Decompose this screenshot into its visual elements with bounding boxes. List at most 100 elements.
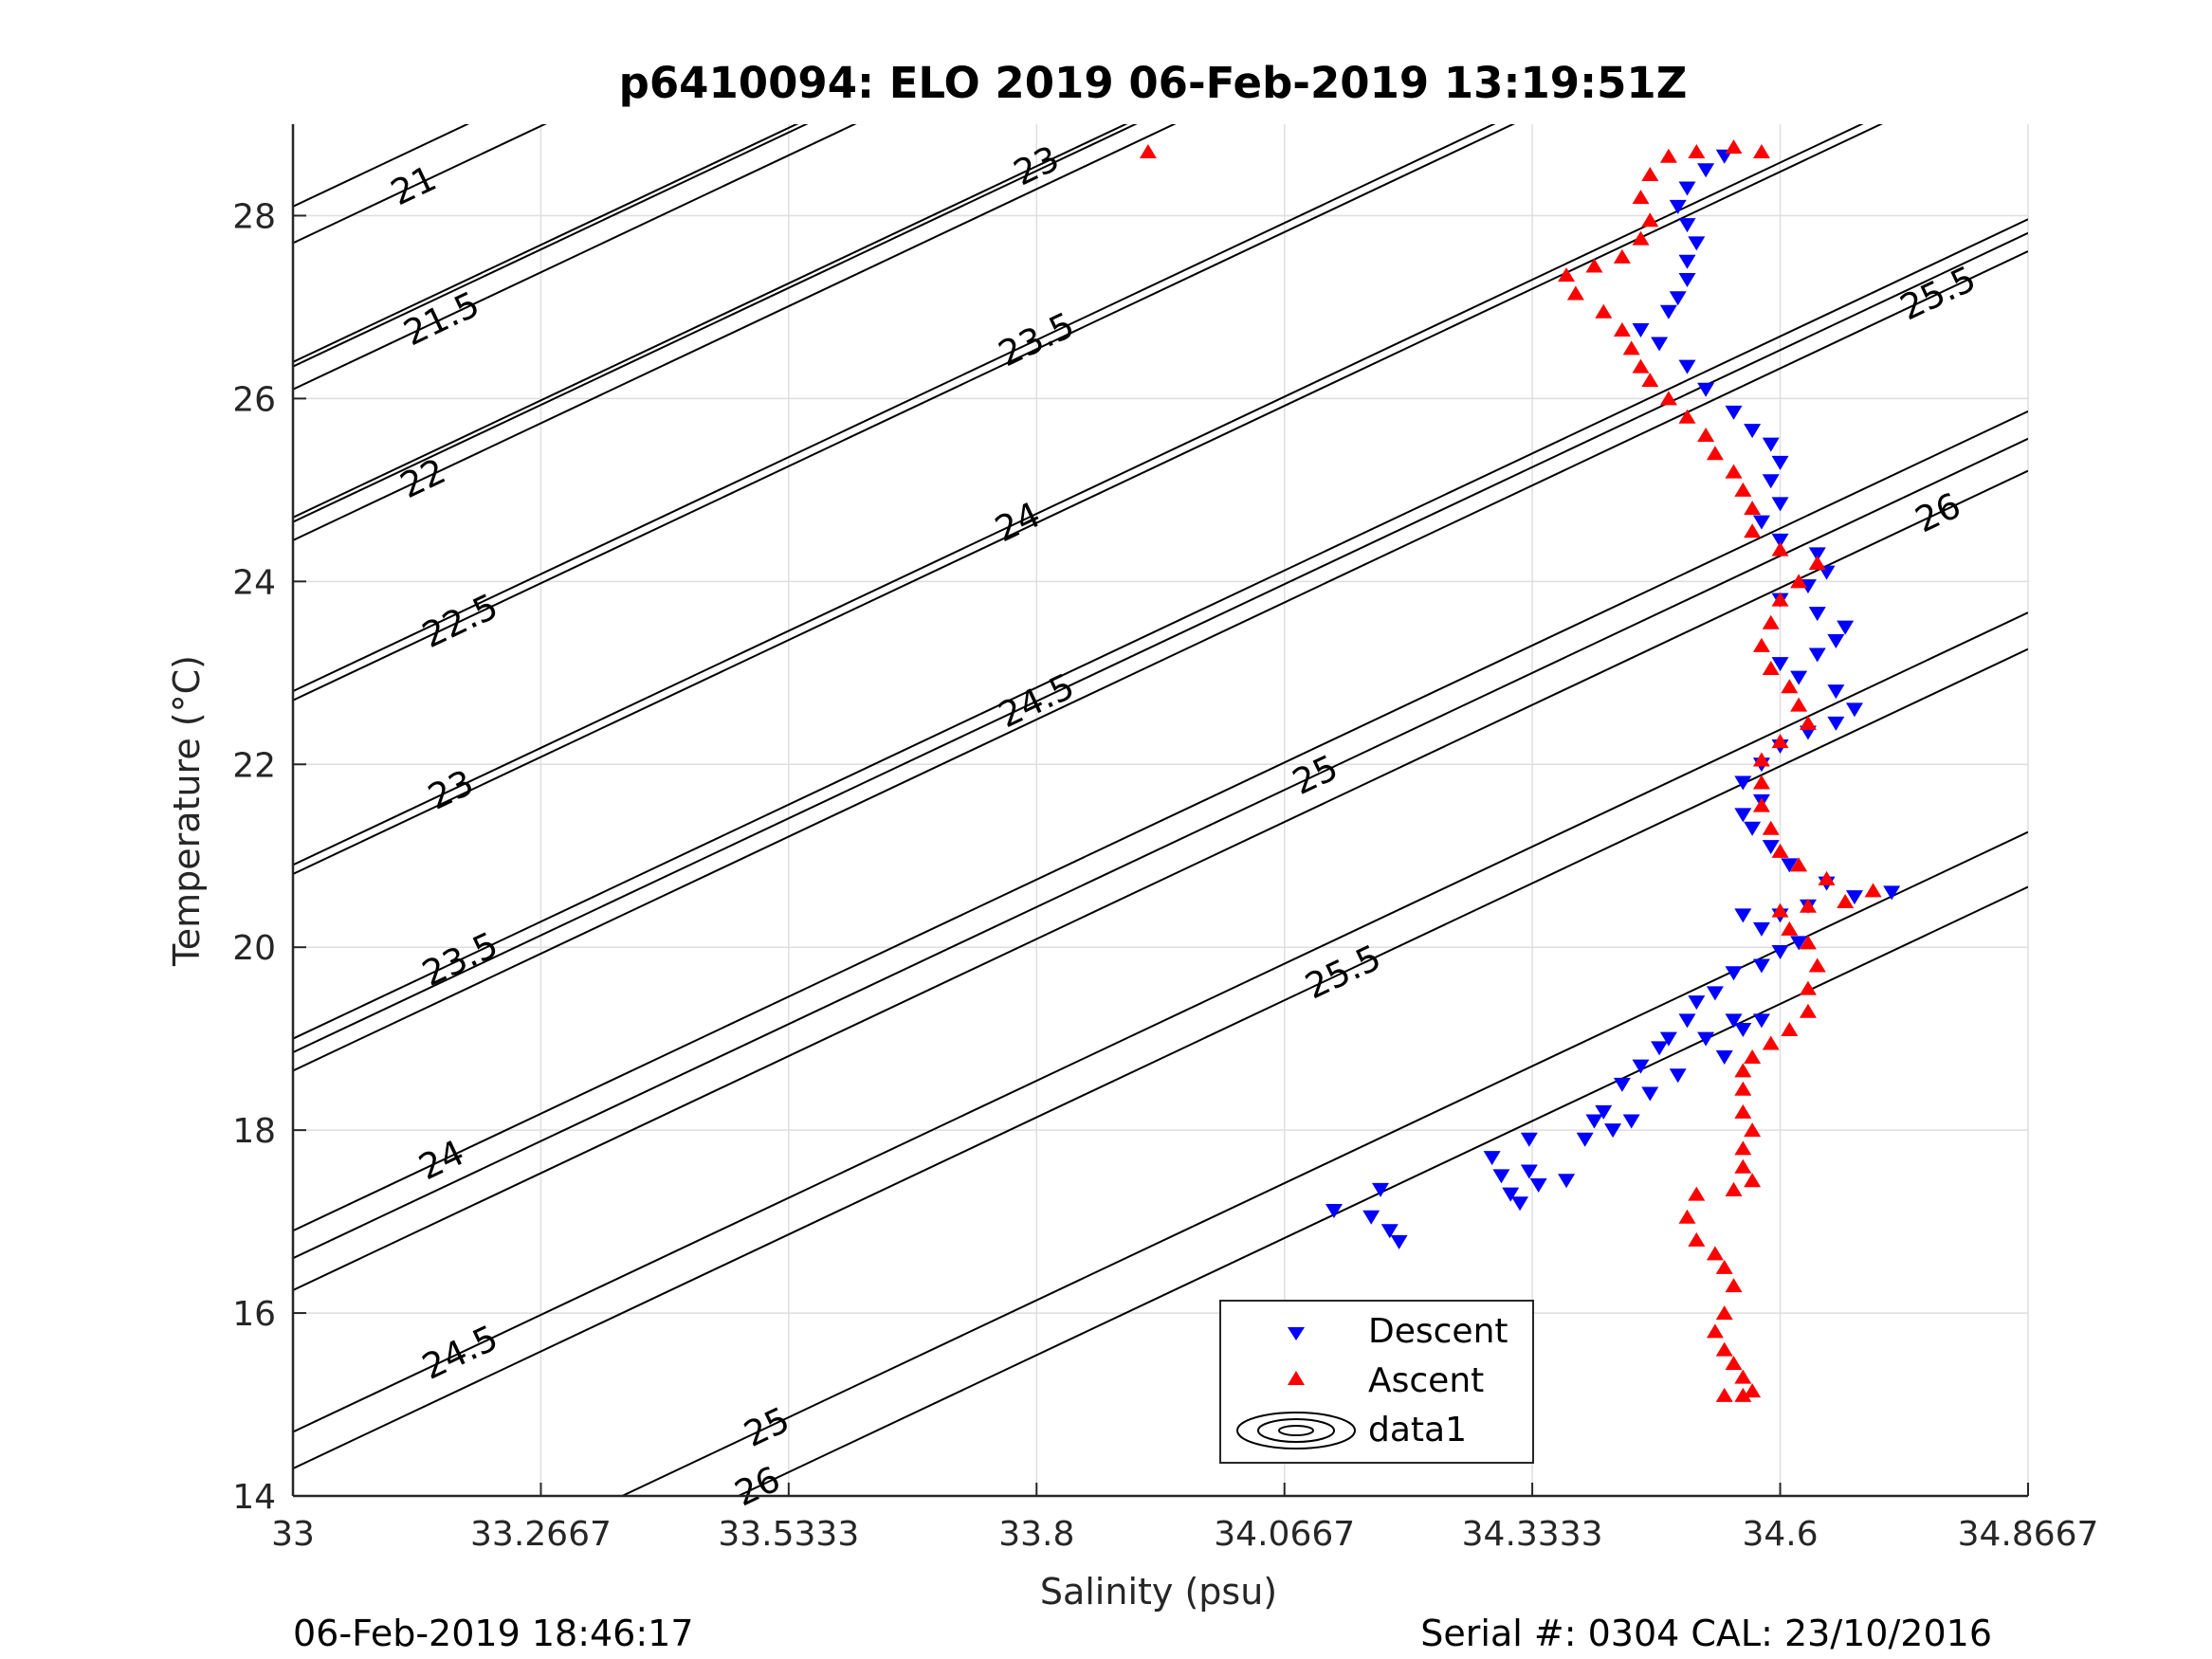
descent-point xyxy=(1390,1234,1408,1249)
ascent-point xyxy=(1734,1387,1752,1402)
grid-lines xyxy=(292,124,2029,1497)
ascent-point xyxy=(1781,679,1799,694)
ascent-point xyxy=(1752,752,1770,767)
ascent-point xyxy=(1688,143,1706,158)
ascent-point xyxy=(1632,190,1650,205)
descent-point xyxy=(1622,1114,1640,1129)
descent-point xyxy=(1715,1049,1733,1065)
descent-point xyxy=(1595,1104,1613,1120)
descent-point xyxy=(1651,337,1669,352)
descent-point xyxy=(1585,1114,1603,1129)
descent-point xyxy=(1529,1178,1547,1194)
density-contour-label: 22 xyxy=(394,450,452,506)
y-tick-label: 14 xyxy=(232,1478,276,1517)
descent-point xyxy=(1725,405,1743,420)
ascent-point xyxy=(1139,143,1157,158)
ascent-point xyxy=(1678,409,1696,424)
density-contour-line xyxy=(293,647,2028,1469)
series-ascent xyxy=(1139,139,1882,1402)
descent-point xyxy=(1771,945,1789,960)
density-contour-labels: 2121.52222.5232323.523.5242424.524.52525… xyxy=(385,137,1983,1514)
ascent-point xyxy=(1641,212,1659,228)
ascent-point xyxy=(1706,446,1724,461)
descent-point xyxy=(1771,455,1789,470)
ascent-point xyxy=(1734,482,1752,497)
ascent-point xyxy=(1799,980,1817,995)
descent-point xyxy=(1837,620,1855,635)
ascent-point xyxy=(1725,1181,1743,1196)
descent-point xyxy=(1827,684,1845,700)
legend-marker-data1 xyxy=(1236,1412,1356,1449)
ascent-point xyxy=(1752,637,1770,652)
ascent-point xyxy=(1744,501,1762,516)
density-contour-line xyxy=(293,124,1138,523)
y-tick-label: 20 xyxy=(232,929,276,968)
ascent-point xyxy=(1744,1173,1762,1188)
ascent-point xyxy=(1595,303,1613,319)
descent-point xyxy=(1808,647,1826,663)
ascent-point xyxy=(1771,734,1789,749)
ascent-point xyxy=(1734,1081,1752,1096)
ascent-point xyxy=(1715,1305,1733,1321)
ascent-point xyxy=(1566,285,1584,301)
y-tick-label: 24 xyxy=(232,563,276,602)
ascent-point xyxy=(1837,893,1855,908)
density-contour-label: 21.5 xyxy=(397,283,485,354)
ascent-point xyxy=(1744,1122,1762,1138)
descent-point xyxy=(1688,236,1706,251)
descent-point xyxy=(1483,1151,1501,1166)
density-contour-line xyxy=(293,124,799,363)
density-contour-label: 24 xyxy=(412,1132,470,1188)
density-contour-line xyxy=(293,124,1516,702)
density-contour-label: 21 xyxy=(385,157,443,213)
ascent-point xyxy=(1790,697,1808,712)
ascent-point xyxy=(1799,1003,1817,1018)
ascent-point xyxy=(1771,843,1789,858)
descent-point xyxy=(1325,1204,1343,1219)
descent-point xyxy=(1808,547,1826,562)
ascent-point xyxy=(1864,883,1882,898)
density-contour-label: 26 xyxy=(728,1458,786,1514)
ascent-point xyxy=(1613,248,1631,264)
ascent-point xyxy=(1744,1383,1762,1398)
ascent-point xyxy=(1734,1369,1752,1384)
density-contour-line xyxy=(293,0,2028,60)
y-tick-label: 22 xyxy=(232,746,276,785)
descent-point xyxy=(1790,670,1808,685)
density-contour-label: 23 xyxy=(1008,137,1066,193)
density-contour-line xyxy=(293,250,2028,1072)
descent-point xyxy=(1734,1023,1752,1038)
descent-point xyxy=(1632,1059,1650,1074)
density-contour-line xyxy=(293,469,2028,1291)
descent-point xyxy=(1762,437,1780,452)
ascent-point xyxy=(1688,1186,1706,1201)
ascent-point xyxy=(1706,1323,1724,1339)
y-axis-label: Temperature (°C) xyxy=(166,655,208,967)
density-contour-label: 25 xyxy=(1287,747,1344,803)
ascent-point xyxy=(1688,1231,1706,1247)
descent-point xyxy=(1808,607,1826,622)
descent-point xyxy=(1744,424,1762,439)
descent-point xyxy=(1678,254,1696,269)
density-contour-line xyxy=(293,124,1128,519)
ascent-point xyxy=(1771,541,1789,556)
descent-point xyxy=(1790,936,1808,951)
chart-title: p6410094: ELO 2019 06-Feb-2019 13:19:51Z xyxy=(619,58,1688,108)
x-tick-label: 34.3333 xyxy=(1462,1515,1603,1554)
density-contour-line xyxy=(293,124,547,245)
descent-point xyxy=(1688,995,1706,1011)
ascent-point xyxy=(1697,427,1715,442)
descent-point xyxy=(1883,885,1901,901)
ascent-point xyxy=(1734,1140,1752,1156)
descent-point xyxy=(1613,1077,1631,1092)
descent-point xyxy=(1734,808,1752,823)
ascent-point xyxy=(1808,957,1826,973)
density-contour-line xyxy=(293,231,2028,1054)
descent-point xyxy=(1659,304,1677,319)
descent-point xyxy=(1845,702,1863,718)
descent-point xyxy=(1502,1187,1520,1202)
ascent-point xyxy=(1678,1209,1696,1224)
descent-point xyxy=(1380,1224,1398,1239)
descent-point xyxy=(1659,1031,1677,1047)
